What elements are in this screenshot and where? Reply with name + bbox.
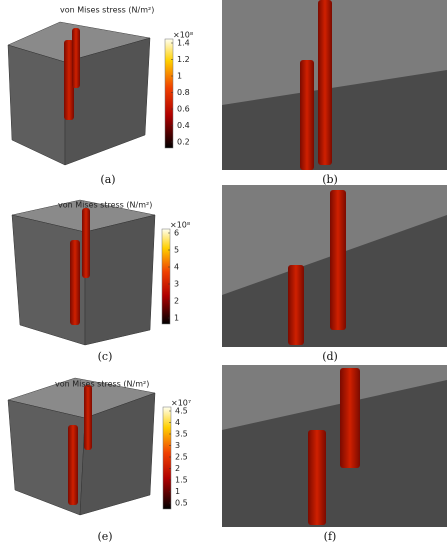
colorbar xyxy=(164,38,174,149)
stress-column xyxy=(68,425,78,505)
colorbar-tick-label: 5 xyxy=(174,246,179,255)
colorbar-tick-label: 3 xyxy=(175,441,180,450)
stress-column xyxy=(82,208,90,278)
zoom-top xyxy=(222,365,447,430)
panel-label: (a) xyxy=(100,173,115,186)
stress-column xyxy=(330,190,346,330)
colorbar-tick-label: 2.5 xyxy=(175,453,188,462)
colorbar-tick-label: 1.5 xyxy=(175,476,188,485)
colorbar-tick-label: 4 xyxy=(174,263,179,272)
colorbar-tick-label: 0.8 xyxy=(177,88,190,97)
stress-column xyxy=(84,385,92,450)
colorbar xyxy=(162,406,172,510)
colorbar-multiplier: ×10⁸ xyxy=(170,221,190,230)
panel-label: (b) xyxy=(322,173,338,186)
cube-right xyxy=(64,37,151,166)
colorbar xyxy=(161,228,171,325)
stress-column xyxy=(288,265,304,345)
colorbar-multiplier: ×10⁸ xyxy=(173,31,193,40)
stress-column xyxy=(70,240,80,325)
colorbar-tick-label: 0.6 xyxy=(177,105,190,114)
zoom-top xyxy=(222,0,447,105)
colorbar-tick-label: 3 xyxy=(174,280,179,289)
cube-left xyxy=(7,44,66,166)
colorbar-tick-label: 1 xyxy=(174,314,179,323)
cube-right xyxy=(79,392,156,516)
panel-label: (c) xyxy=(98,350,113,363)
colorbar-tick-label: 1 xyxy=(175,487,180,496)
stress-column xyxy=(318,0,332,165)
panel-label: (e) xyxy=(97,530,112,543)
colorbar-title: von Mises stress (N/m²) xyxy=(60,6,154,15)
stress-column xyxy=(340,368,360,468)
colorbar-tick-label: 0.2 xyxy=(177,138,190,147)
stress-column xyxy=(72,28,80,88)
panel-label: (d) xyxy=(322,350,338,363)
colorbar-title: von Mises stress (N/m²) xyxy=(58,201,152,210)
colorbar-tick-label: 2 xyxy=(174,297,179,306)
stress-column xyxy=(308,430,326,525)
colorbar-tick-label: 1.2 xyxy=(177,55,190,64)
colorbar-tick-label: 0.4 xyxy=(177,121,190,130)
colorbar-tick-label: 1.4 xyxy=(177,39,190,48)
colorbar-tick-label: 2 xyxy=(175,464,180,473)
stress-column xyxy=(300,60,314,170)
colorbar-tick-label: 4 xyxy=(175,418,180,427)
cube-right xyxy=(84,214,156,346)
colorbar-multiplier: ×10⁷ xyxy=(171,399,191,408)
panel-label: (f) xyxy=(324,530,337,543)
stress-column xyxy=(64,40,74,120)
colorbar-tick-label: 6 xyxy=(174,229,179,238)
colorbar-tick-label: 0.5 xyxy=(175,499,188,508)
colorbar-title: von Mises stress (N/m²) xyxy=(55,380,149,389)
colorbar-tick-label: 1 xyxy=(177,72,182,81)
colorbar-tick-label: 3.5 xyxy=(175,430,188,439)
colorbar-tick-label: 4.5 xyxy=(175,407,188,416)
